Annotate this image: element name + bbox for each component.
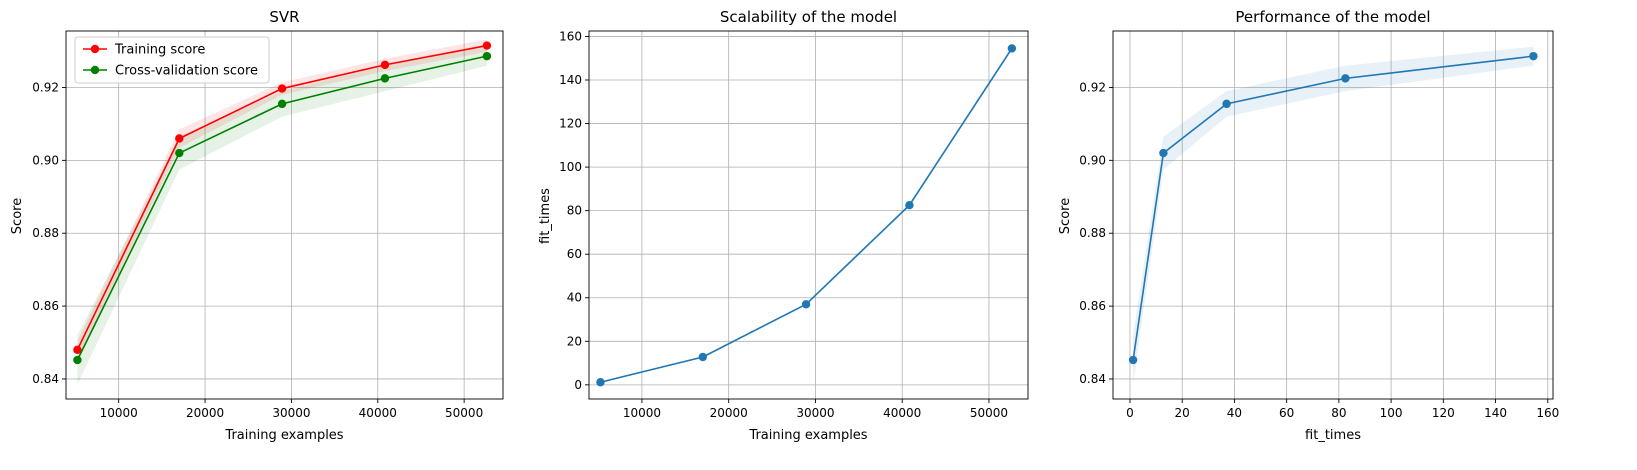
data-point: [482, 41, 492, 50]
data-point: [175, 148, 184, 158]
x-tick-label: 80: [1331, 406, 1346, 420]
x-tick-label: 160: [1536, 406, 1559, 420]
y-tick-label: 40: [567, 291, 582, 305]
data-point: [596, 378, 605, 387]
x-tick-label: 10000: [623, 406, 661, 420]
confidence-band-1: [77, 46, 487, 385]
x-tick-label: 30000: [272, 406, 310, 420]
x-tick-label: 40000: [883, 406, 921, 420]
axes-frame: [1112, 30, 1554, 400]
y-axis-label: fit_times: [538, 188, 553, 244]
y-tick-label: 0.88: [32, 226, 59, 240]
y-tick-label: 20: [567, 334, 582, 348]
x-axis-label: Training examples: [748, 428, 867, 443]
y-tick-label: 80: [567, 204, 582, 218]
x-axis-label: fit_times: [1305, 428, 1361, 443]
data-point: [175, 134, 184, 143]
legend: Training score Cross-validation score: [74, 36, 270, 84]
chart-scalability: Scalability of the model Training exampl…: [538, 8, 1029, 443]
data-point: [1159, 148, 1168, 158]
x-tick-label: 20000: [710, 406, 748, 420]
x-tick-label: 50000: [970, 406, 1008, 420]
y-tick-label: 0.90: [1079, 153, 1106, 167]
axes-frame: [65, 30, 504, 400]
legend-box: [74, 36, 270, 84]
plot-area: [66, 31, 503, 399]
data-point: [1222, 99, 1231, 109]
y-tick-label: 120: [559, 117, 582, 131]
legend-entry: Cross-validation score: [115, 64, 258, 79]
chart-svr: SVR Training examples Score 10000 20000 30…: [10, 8, 504, 443]
data-point: [277, 84, 287, 93]
y-tick-label: 0.92: [1079, 80, 1106, 94]
x-tick-label: 40000: [359, 406, 397, 420]
x-tick-label: 100: [1380, 406, 1403, 420]
y-axis-label: Score: [10, 198, 25, 234]
chart-performance: Performance of the model fit_times Score…: [1058, 8, 1559, 443]
data-point: [1341, 74, 1350, 83]
axes-frame: [588, 30, 1029, 400]
y-axis-label: Score: [1058, 198, 1073, 234]
y-tick-label: 0.86: [32, 299, 59, 313]
legend-swatch-marker: [90, 65, 100, 75]
y-tick-label: 0.84: [32, 372, 59, 386]
data-point: [905, 201, 914, 210]
chart-title: Scalability of the model: [720, 8, 897, 26]
y-tick-label: 0.92: [32, 80, 59, 94]
data-point: [482, 51, 492, 61]
plot-area: [589, 31, 1028, 399]
y-tick-label: 0.90: [32, 153, 59, 167]
x-axis-label: Training examples: [224, 428, 343, 443]
plot-area: [1113, 31, 1553, 399]
x-tick-label: 40: [1227, 406, 1242, 420]
x-tick-label: 0: [1126, 406, 1134, 420]
x-tick-label: 10000: [100, 406, 138, 420]
data-point: [277, 99, 287, 109]
data-point: [73, 355, 82, 365]
x-tick-label: 60: [1279, 406, 1294, 420]
chart-title: Performance of the model: [1235, 8, 1430, 26]
y-tick-label: 140: [559, 73, 582, 87]
data-point: [1007, 44, 1017, 53]
data-point: [380, 60, 390, 70]
y-tick-label: 0.84: [1079, 372, 1106, 386]
data-point: [1128, 355, 1138, 365]
data-point: [380, 74, 390, 83]
y-tick-label: 60: [567, 247, 582, 261]
x-tick-label: 50000: [445, 406, 483, 420]
y-tick-label: 100: [559, 160, 582, 174]
x-tick-label: 30000: [796, 406, 834, 420]
legend-swatch-marker: [90, 44, 100, 54]
data-point: [698, 352, 708, 362]
data-point: [73, 345, 82, 355]
data-point: [801, 300, 811, 309]
x-tick-label: 20: [1175, 406, 1190, 420]
y-tick-label: 160: [559, 29, 582, 43]
x-tick-label: 140: [1484, 406, 1507, 420]
y-tick-label: 0.88: [1079, 226, 1106, 240]
data-point: [1529, 51, 1538, 61]
chart-title: SVR: [269, 8, 299, 26]
legend-entry: Training score: [114, 43, 205, 58]
x-tick-label: 120: [1432, 406, 1455, 420]
y-tick-label: 0.86: [1079, 299, 1106, 313]
y-tick-label: 0: [574, 378, 582, 392]
x-tick-label: 20000: [186, 406, 224, 420]
